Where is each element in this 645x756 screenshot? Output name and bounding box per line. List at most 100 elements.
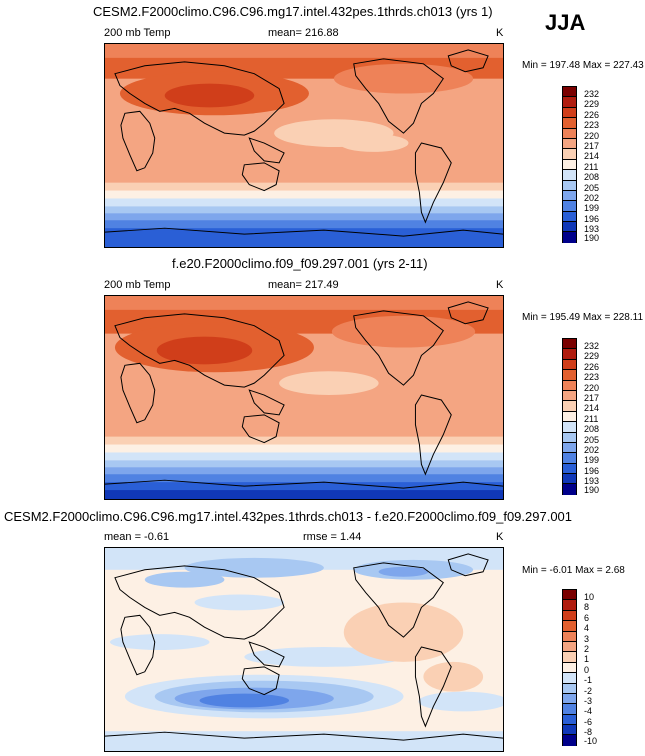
colorbar-swatch bbox=[563, 128, 576, 139]
colorbar-tick: 211 bbox=[584, 162, 599, 172]
panel1-title: CESM2.F2000climo.C96.C96.mg17.intel.432p… bbox=[93, 4, 493, 19]
panel3-map bbox=[104, 547, 504, 752]
colorbar-tick: 226 bbox=[584, 362, 600, 372]
panel3-units: K bbox=[496, 531, 504, 543]
colorbar-tick: 229 bbox=[584, 351, 600, 361]
panel1-colorbar bbox=[562, 86, 577, 243]
colorbar-tick: 232 bbox=[584, 341, 600, 351]
panel1-units: K bbox=[496, 27, 504, 39]
colorbar-swatch bbox=[563, 222, 576, 233]
colorbar-tick: -6 bbox=[584, 717, 593, 727]
colorbar-tick: 229 bbox=[584, 99, 600, 109]
colorbar-swatch bbox=[563, 159, 576, 171]
colorbar-tick: 8 bbox=[584, 602, 590, 612]
colorbar-tick: 205 bbox=[584, 183, 600, 193]
panel2-mean: mean= 217.49 bbox=[268, 279, 339, 291]
colorbar-swatch bbox=[563, 401, 576, 412]
colorbar-tick: 190 bbox=[584, 485, 600, 495]
colorbar-tick: -10 bbox=[584, 736, 598, 746]
colorbar-swatch bbox=[563, 631, 576, 642]
colorbar-tick: 6 bbox=[584, 613, 590, 623]
colorbar-tick: 220 bbox=[584, 131, 600, 141]
colorbar-tick: 0 bbox=[584, 665, 590, 675]
panel2-minmax: Min = 195.49 Max = 228.11 bbox=[522, 312, 644, 323]
colorbar-tick: 196 bbox=[584, 214, 600, 224]
colorbar-swatch bbox=[563, 432, 576, 443]
colorbar-swatch bbox=[563, 138, 576, 150]
colorbar-tick: 10 bbox=[584, 592, 595, 602]
colorbar-swatch bbox=[563, 673, 576, 684]
colorbar-swatch bbox=[563, 390, 576, 402]
colorbar-tick: 2 bbox=[584, 644, 590, 654]
colorbar-tick: -3 bbox=[584, 696, 593, 706]
colorbar-swatch bbox=[563, 693, 576, 705]
colorbar-tick: 202 bbox=[584, 445, 600, 455]
colorbar-tick: 205 bbox=[584, 435, 600, 445]
colorbar-swatch bbox=[563, 714, 576, 726]
colorbar-tick: 208 bbox=[584, 172, 600, 182]
colorbar-swatch bbox=[563, 201, 576, 212]
colorbar-tick: -2 bbox=[584, 686, 593, 696]
colorbar-swatch bbox=[563, 463, 576, 475]
colorbar-swatch bbox=[563, 411, 576, 423]
colorbar-swatch bbox=[563, 683, 576, 694]
colorbar-tick: 214 bbox=[584, 403, 600, 413]
colorbar-swatch bbox=[563, 662, 576, 674]
colorbar-tick: 193 bbox=[584, 224, 600, 234]
season-label: JJA bbox=[545, 10, 586, 35]
panel2-colorbar bbox=[562, 338, 577, 495]
colorbar-tick: 223 bbox=[584, 120, 600, 130]
panel2-units: K bbox=[496, 279, 504, 291]
colorbar-swatch bbox=[563, 735, 576, 746]
colorbar-swatch bbox=[563, 359, 576, 371]
panel1-map bbox=[104, 43, 504, 248]
colorbar-tick: 226 bbox=[584, 110, 600, 120]
panel3-rmse: rmse = 1.44 bbox=[303, 531, 362, 543]
colorbar-swatch bbox=[563, 107, 576, 119]
colorbar-tick: 217 bbox=[584, 141, 600, 151]
colorbar-swatch bbox=[563, 118, 576, 129]
colorbar-tick: -4 bbox=[584, 706, 593, 716]
colorbar-swatch bbox=[563, 422, 576, 433]
colorbar-swatch bbox=[563, 621, 576, 632]
colorbar-swatch bbox=[563, 652, 576, 663]
panel3-minmax: Min = -6.01 Max = 2.68 bbox=[522, 565, 625, 576]
panel1-minmax: Min = 197.48 Max = 227.43 bbox=[522, 60, 644, 71]
colorbar-tick: 232 bbox=[584, 89, 600, 99]
panel2-map bbox=[104, 295, 504, 500]
colorbar-swatch bbox=[563, 232, 576, 243]
colorbar-swatch bbox=[563, 87, 576, 98]
colorbar-swatch bbox=[563, 170, 576, 181]
colorbar-tick: 1 bbox=[584, 654, 590, 664]
colorbar-swatch bbox=[563, 370, 576, 381]
panel3-mean: mean = -0.61 bbox=[104, 531, 170, 543]
warm-core-tibet bbox=[164, 83, 255, 108]
colorbar-swatch bbox=[563, 453, 576, 464]
colorbar-swatch bbox=[563, 590, 576, 601]
colorbar-swatch bbox=[563, 474, 576, 485]
colorbar-tick: 199 bbox=[584, 203, 600, 213]
colorbar-tick: 214 bbox=[584, 151, 600, 161]
colorbar-tick: 217 bbox=[584, 393, 600, 403]
colorbar-tick: 199 bbox=[584, 455, 600, 465]
colorbar-tick: -1 bbox=[584, 675, 593, 685]
colorbar-swatch bbox=[563, 725, 576, 736]
panel2-variable: 200 mb Temp bbox=[104, 279, 171, 291]
colorbar-swatch bbox=[563, 484, 576, 495]
colorbar-tick: 193 bbox=[584, 476, 600, 486]
colorbar-tick: 202 bbox=[584, 193, 600, 203]
colorbar-swatch bbox=[563, 180, 576, 191]
colorbar-tick: -8 bbox=[584, 727, 593, 737]
panel3-colorbar bbox=[562, 589, 577, 746]
colorbar-tick: 208 bbox=[584, 424, 600, 434]
panel1-mean: mean= 216.88 bbox=[268, 27, 339, 39]
colorbar-tick: 3 bbox=[584, 634, 590, 644]
colorbar-swatch bbox=[563, 339, 576, 350]
colorbar-swatch bbox=[563, 704, 576, 715]
colorbar-tick: 223 bbox=[584, 372, 600, 382]
colorbar-swatch bbox=[563, 149, 576, 160]
colorbar-tick: 220 bbox=[584, 383, 600, 393]
colorbar-tick: 190 bbox=[584, 233, 600, 243]
colorbar-swatch bbox=[563, 610, 576, 622]
colorbar-swatch bbox=[563, 442, 576, 454]
